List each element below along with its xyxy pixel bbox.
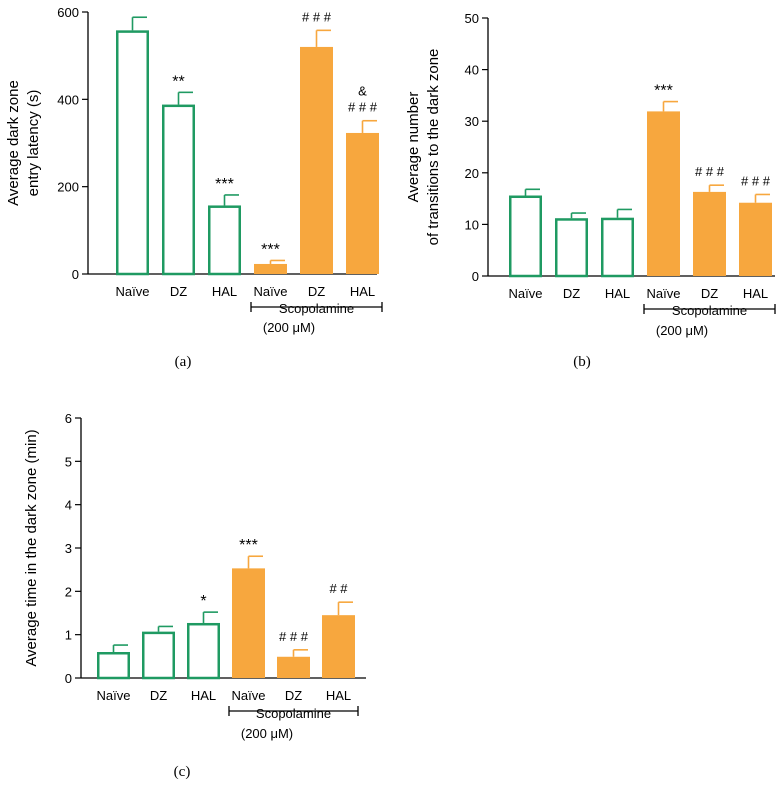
group-sublabel: (200 μM) — [656, 323, 708, 338]
y-axis-label: Average dark zone — [5, 80, 22, 206]
category-label: Naïve — [254, 284, 288, 299]
panel-caption: (b) — [573, 354, 591, 370]
y-axis-label: Average number — [405, 92, 422, 203]
significance-mark: # # # — [695, 164, 725, 179]
bar — [142, 631, 175, 680]
group-label: Scopolamine — [672, 303, 747, 318]
category-label: HAL — [212, 284, 237, 299]
y-tick-label: 2 — [65, 584, 72, 599]
category-label: DZ — [170, 284, 187, 299]
bar — [739, 202, 772, 276]
category-label: HAL — [326, 688, 351, 703]
significance-mark: # # # — [741, 173, 771, 188]
chart-b: 0 10 20 30 40 50 Average number of transitions … — [405, 11, 776, 370]
significance-mark: *** — [261, 241, 280, 258]
group-sublabel: (200 μM) — [263, 320, 315, 335]
y-tick-label: 200 — [57, 180, 79, 195]
bar — [322, 615, 355, 678]
bar — [346, 132, 379, 274]
category-label: HAL — [191, 688, 216, 703]
y-axis-label: Average time in the dark zone (min) — [23, 429, 40, 666]
significance-mark: *** — [239, 537, 258, 554]
y-tick-label: 10 — [465, 217, 479, 232]
chart-c: 0 1 2 3 4 5 6 Average time in the dark zone (mi… — [23, 411, 366, 780]
category-label: HAL — [743, 286, 768, 301]
category-label: DZ — [701, 286, 718, 301]
y-tick-label: 0 — [472, 269, 479, 284]
bar — [300, 46, 333, 274]
y-tick-label: 600 — [57, 5, 79, 20]
significance-mark: ** — [172, 73, 184, 90]
category-label: Naïve — [647, 286, 681, 301]
group-label: Scopolamine — [279, 301, 354, 316]
y-tick-label: 3 — [65, 541, 72, 556]
bar — [693, 191, 726, 276]
bar — [208, 205, 241, 276]
category-label: Naïve — [116, 284, 150, 299]
significance-mark: *** — [215, 176, 234, 193]
group-sublabel: (200 μM) — [241, 726, 293, 741]
y-tick-label: 40 — [465, 63, 479, 78]
significance-mark: *** — [654, 83, 673, 100]
category-label: DZ — [150, 688, 167, 703]
bar — [187, 622, 220, 680]
category-label: DZ — [563, 286, 580, 301]
category-label: Naïve — [509, 286, 543, 301]
significance-mark: * — [200, 593, 206, 610]
bar — [555, 218, 588, 278]
category-label: HAL — [605, 286, 630, 301]
y-axis-label: entry latency (s) — [25, 90, 42, 197]
significance-mark: # # # — [279, 629, 309, 644]
category-label: Naïve — [232, 688, 266, 703]
significance-mark: # # — [329, 581, 348, 596]
bar — [254, 263, 287, 274]
bar — [509, 195, 542, 278]
panel-caption: (c) — [174, 764, 191, 780]
panel-caption: (a) — [175, 354, 192, 370]
significance-mark: & — [358, 84, 367, 99]
category-label: Naïve — [97, 688, 131, 703]
bar — [97, 652, 130, 680]
category-label: DZ — [285, 688, 302, 703]
bar — [162, 104, 195, 276]
significance-mark: # # # — [348, 100, 378, 115]
y-tick-label: 4 — [65, 498, 72, 513]
y-tick-label: 1 — [65, 628, 72, 643]
bar — [647, 111, 680, 276]
chart-a: 0 200 400 600 Average dark zone entry latency… — [5, 5, 383, 370]
bar — [601, 217, 634, 278]
y-tick-label: 5 — [65, 454, 72, 469]
group-label: Scopolamine — [256, 706, 331, 721]
y-tick-label: 6 — [65, 411, 72, 426]
y-tick-label: 0 — [65, 671, 72, 686]
y-tick-label: 400 — [57, 92, 79, 107]
y-tick-label: 20 — [465, 166, 479, 181]
y-tick-label: 50 — [465, 11, 479, 26]
bar — [232, 568, 265, 678]
y-tick-label: 0 — [72, 267, 79, 282]
y-axis-label: of transitions to the dark zone — [425, 49, 442, 246]
category-label: DZ — [308, 284, 325, 299]
significance-mark: # # # — [302, 9, 332, 24]
y-tick-label: 30 — [465, 114, 479, 129]
bar — [277, 656, 310, 678]
category-label: HAL — [350, 284, 375, 299]
bar — [116, 30, 149, 276]
